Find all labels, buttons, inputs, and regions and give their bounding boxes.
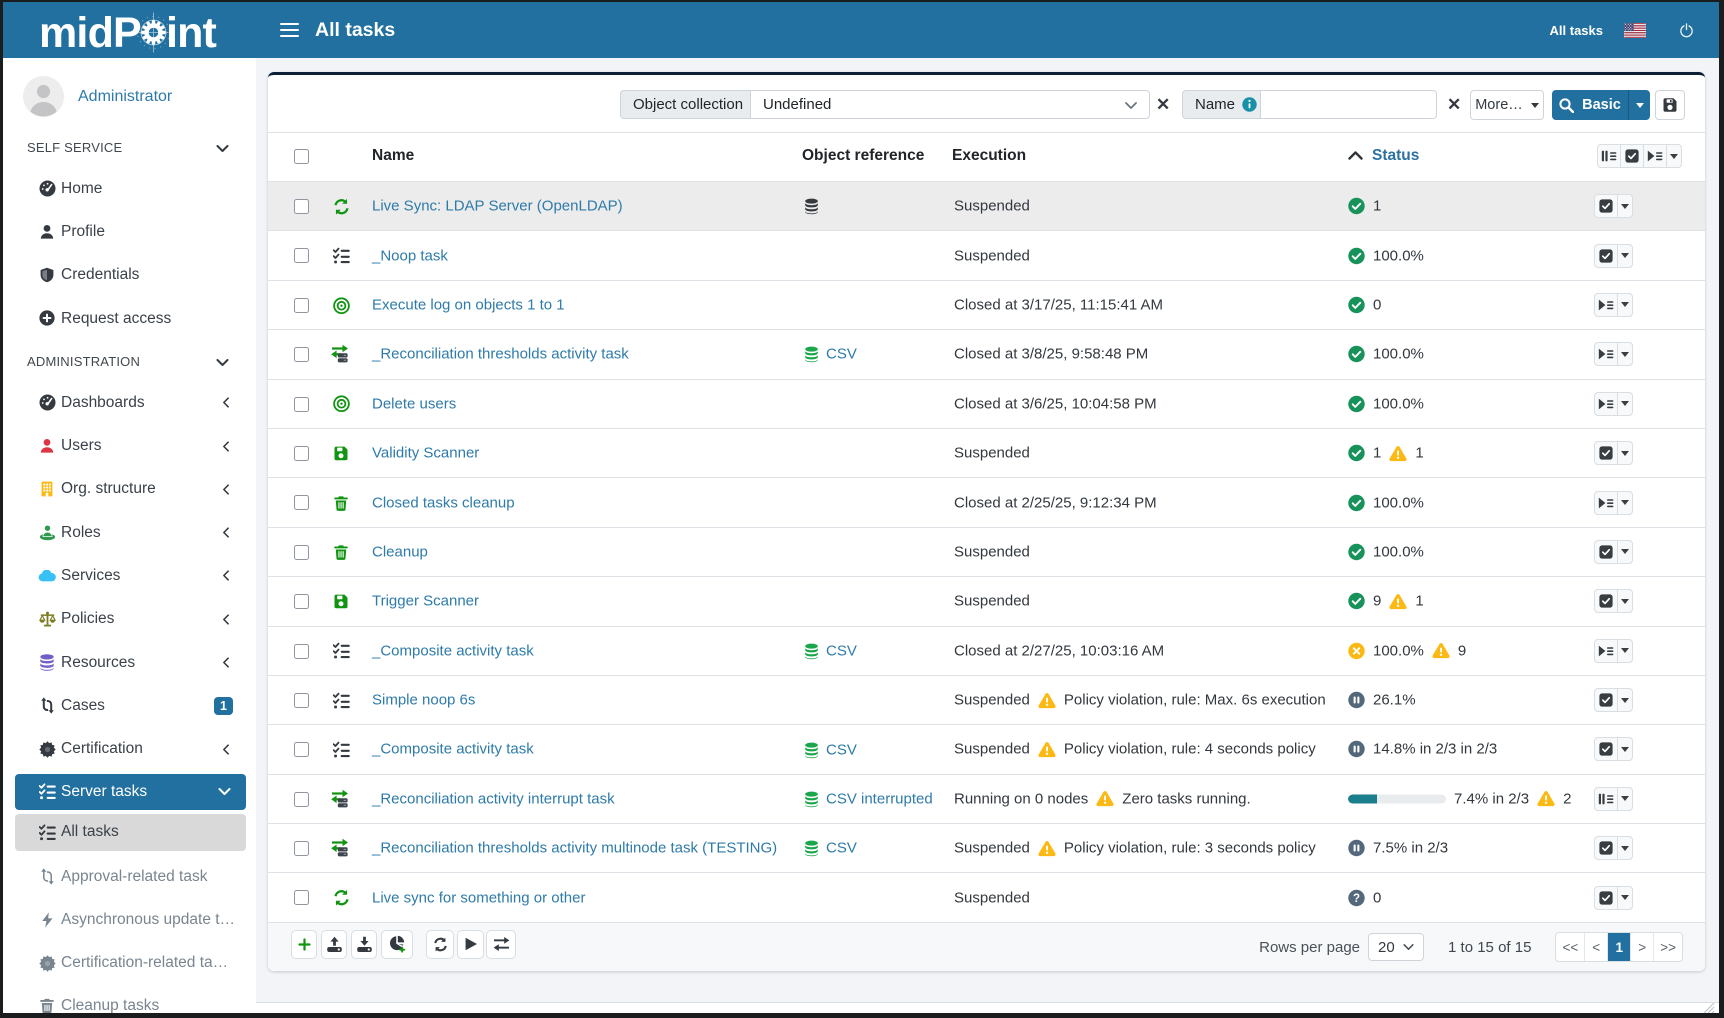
svg-text:?: ? xyxy=(1353,893,1360,905)
